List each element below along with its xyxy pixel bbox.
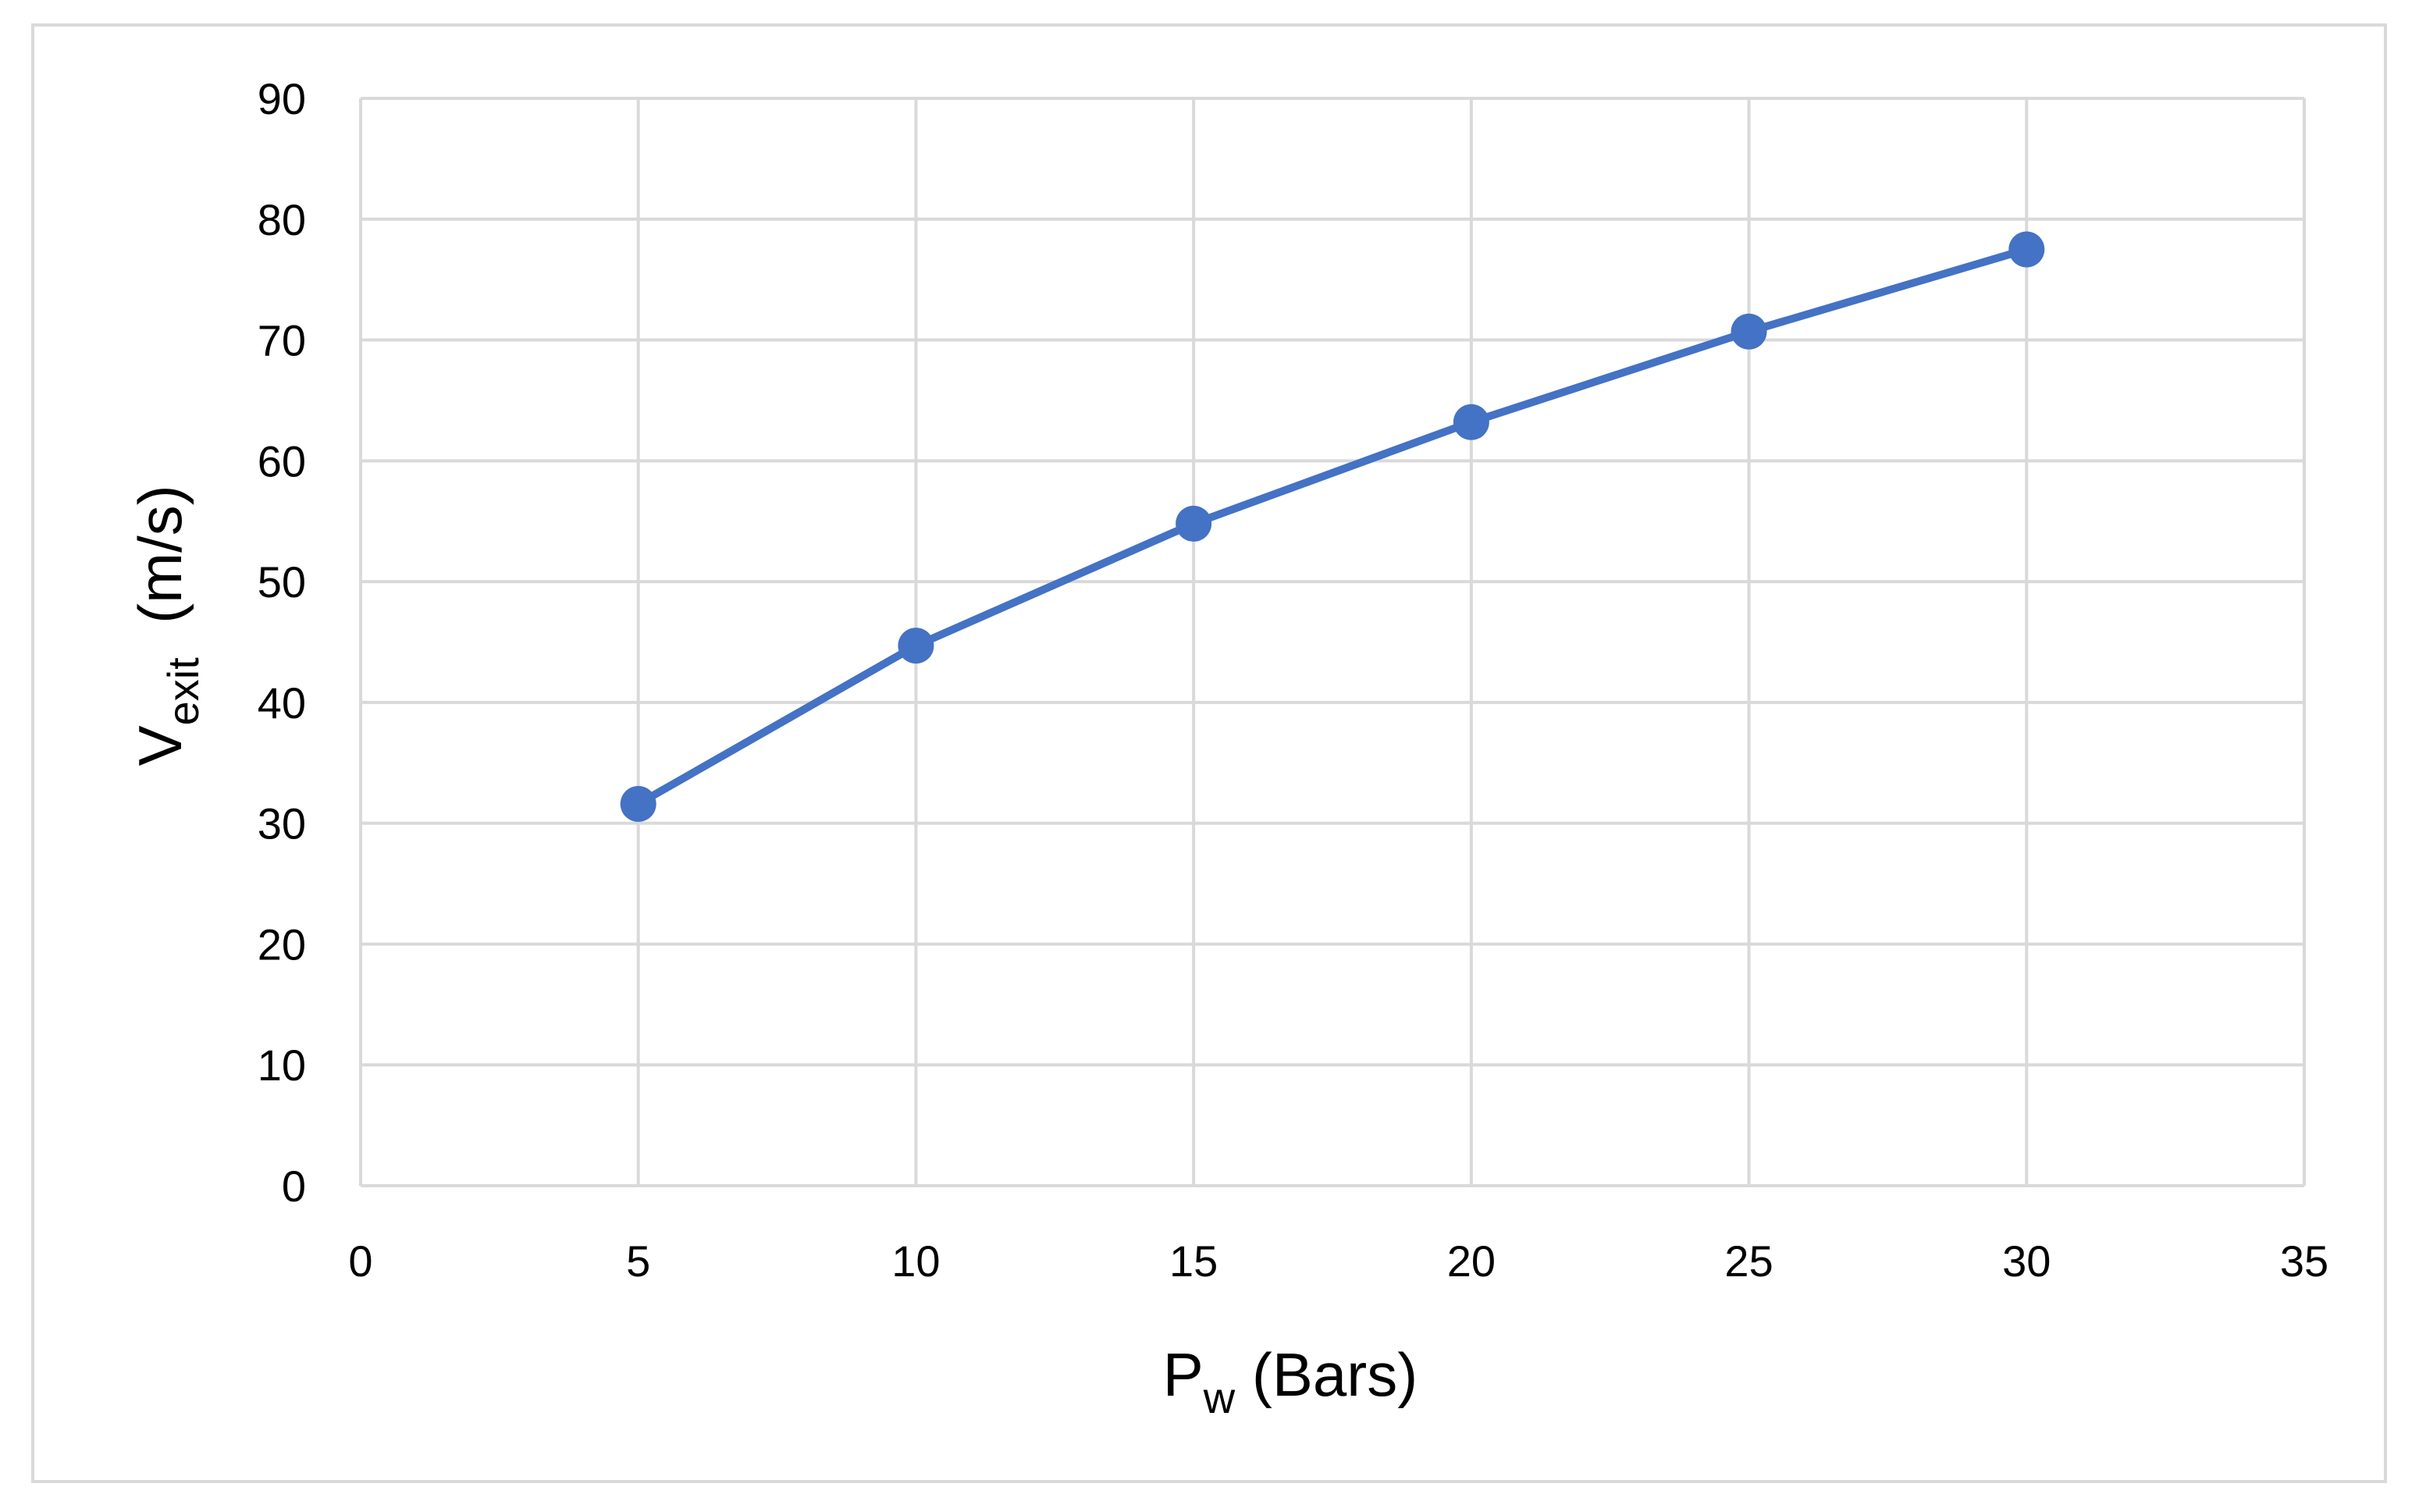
data-point-marker (1176, 505, 1212, 542)
y-axis-title: Vexit (m/s) (126, 434, 208, 851)
y-tick-label: 90 (258, 74, 306, 123)
x-tick-label: 15 (1169, 1236, 1218, 1286)
x-tick-labels: 0 5 10 15 20 25 30 35 (348, 1236, 2328, 1286)
y-axis-title-main: V (126, 725, 194, 766)
data-point-marker (2008, 231, 2045, 268)
x-tick-label: 20 (1447, 1236, 1496, 1286)
y-tick-label: 60 (258, 436, 306, 486)
x-tick-label: 30 (2002, 1236, 2051, 1286)
data-point-marker (898, 628, 934, 664)
y-axis-title-subscript: exit (158, 657, 208, 726)
x-tick-label: 25 (1724, 1236, 1773, 1286)
y-tick-labels: 0 10 20 30 40 50 60 70 80 90 (258, 74, 306, 1211)
x-axis-title-main: P (1163, 1340, 1204, 1409)
data-point-marker (1731, 313, 1767, 350)
x-tick-label: 35 (2280, 1236, 2328, 1286)
data-point-marker (1453, 404, 1489, 440)
x-axis-title: Pw (Bars) (1163, 1340, 1418, 1422)
y-tick-label: 10 (258, 1041, 306, 1090)
y-tick-label: 50 (258, 557, 306, 607)
series-line (634, 245, 2031, 808)
data-point-marker (620, 785, 656, 822)
x-axis-title-unit: (Bars) (1235, 1340, 1418, 1409)
y-axis-title-unit: (m/s) (126, 485, 194, 657)
y-tick-label: 40 (258, 678, 306, 728)
y-tick-label: 70 (258, 316, 306, 365)
grid-layer (359, 97, 2306, 1187)
y-tick-label: 30 (258, 799, 306, 848)
x-tick-label: 5 (626, 1236, 650, 1286)
y-tick-label: 20 (258, 920, 306, 969)
x-tick-label: 10 (891, 1236, 940, 1286)
y-tick-label: 0 (282, 1162, 306, 1211)
x-axis-title-subscript: w (1203, 1373, 1236, 1422)
x-tick-label: 0 (348, 1236, 372, 1286)
chart-frame (31, 23, 2387, 1483)
series-layer (620, 231, 2045, 822)
y-tick-label: 80 (258, 195, 306, 244)
